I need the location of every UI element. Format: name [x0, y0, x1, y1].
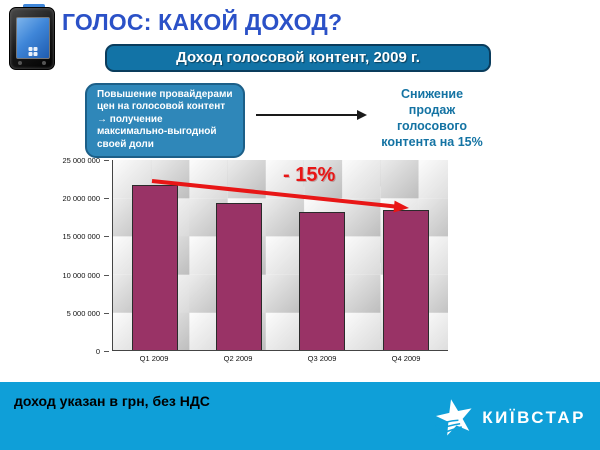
x-axis-label: Q3 2009	[307, 354, 337, 363]
page-title: ГОЛОС: КАКОЙ ДОХОД?	[62, 9, 343, 35]
phone-button	[42, 61, 46, 65]
pda-phone-icon	[9, 4, 55, 70]
trend-percentage-label: - 15%	[283, 164, 336, 186]
windows-logo-icon	[28, 47, 38, 56]
y-axis-labels: 25 000 000 20 000 000 15 000 000 10 000 000…	[58, 156, 110, 356]
y-axis-label: 15 000 000	[62, 232, 109, 242]
kyivstar-star-icon	[434, 399, 472, 437]
bar-q4-2009	[383, 210, 430, 350]
side-note: Снижение продаж голосового контента на 1…	[381, 87, 483, 149]
y-axis-label: 5 000 000	[66, 308, 110, 318]
footer-bar: доход указан в грн, без НДС КИЇВСТАР	[0, 382, 600, 450]
x-axis-label: Q4 2009	[391, 354, 421, 363]
plot-area	[112, 160, 448, 351]
x-axis-label: Q1 2009	[139, 354, 169, 363]
chart-title-banner: Доход голосовой контент, 2009 г.	[105, 44, 491, 72]
footer-note: доход указан в грн, без НДС	[14, 393, 210, 409]
bar-q2-2009	[215, 202, 262, 350]
y-axis-label: 20 000 000	[62, 194, 109, 204]
y-axis-label: 0	[95, 347, 110, 356]
x-axis-label: Q2 2009	[223, 354, 253, 363]
kyivstar-logo: КИЇВСТАР	[432, 395, 586, 441]
y-axis-label: 25 000 000	[62, 156, 109, 165]
callout-bubble: Повышение провайдерами цен на голосовой …	[85, 83, 245, 158]
bar-q3-2009	[299, 211, 346, 350]
phone-body	[9, 7, 55, 70]
phone-screen	[16, 17, 50, 59]
x-axis-labels: Q1 2009 Q2 2009 Q3 2009 Q4 2009	[112, 354, 448, 363]
y-axis-label: 10 000 000	[62, 270, 109, 280]
logo-text: КИЇВСТАР	[482, 408, 586, 427]
right-arrow-icon	[256, 110, 367, 120]
bar-q1-2009	[131, 185, 178, 350]
phone-button	[18, 61, 22, 65]
